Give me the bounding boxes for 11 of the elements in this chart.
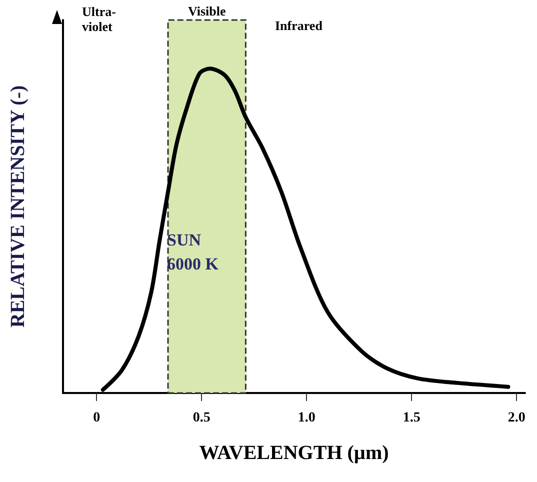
x-tick-label: 0 <box>93 410 100 426</box>
y-axis-title: RELATIVE INTENSITY (-) <box>7 85 29 328</box>
x-axis-title: WAVELENGTH (µm) <box>199 442 389 464</box>
x-tick-label: 2.0 <box>508 410 526 426</box>
x-tick-label: 1.0 <box>298 410 316 426</box>
x-tick-label: 1.5 <box>402 410 420 426</box>
x-tick-label: 0.5 <box>192 410 210 426</box>
band-label: Visible <box>188 3 226 18</box>
text: Infrared <box>275 18 324 33</box>
text: Ultra-violet <box>82 4 116 34</box>
annotation: SUN 6000 K <box>167 230 220 274</box>
